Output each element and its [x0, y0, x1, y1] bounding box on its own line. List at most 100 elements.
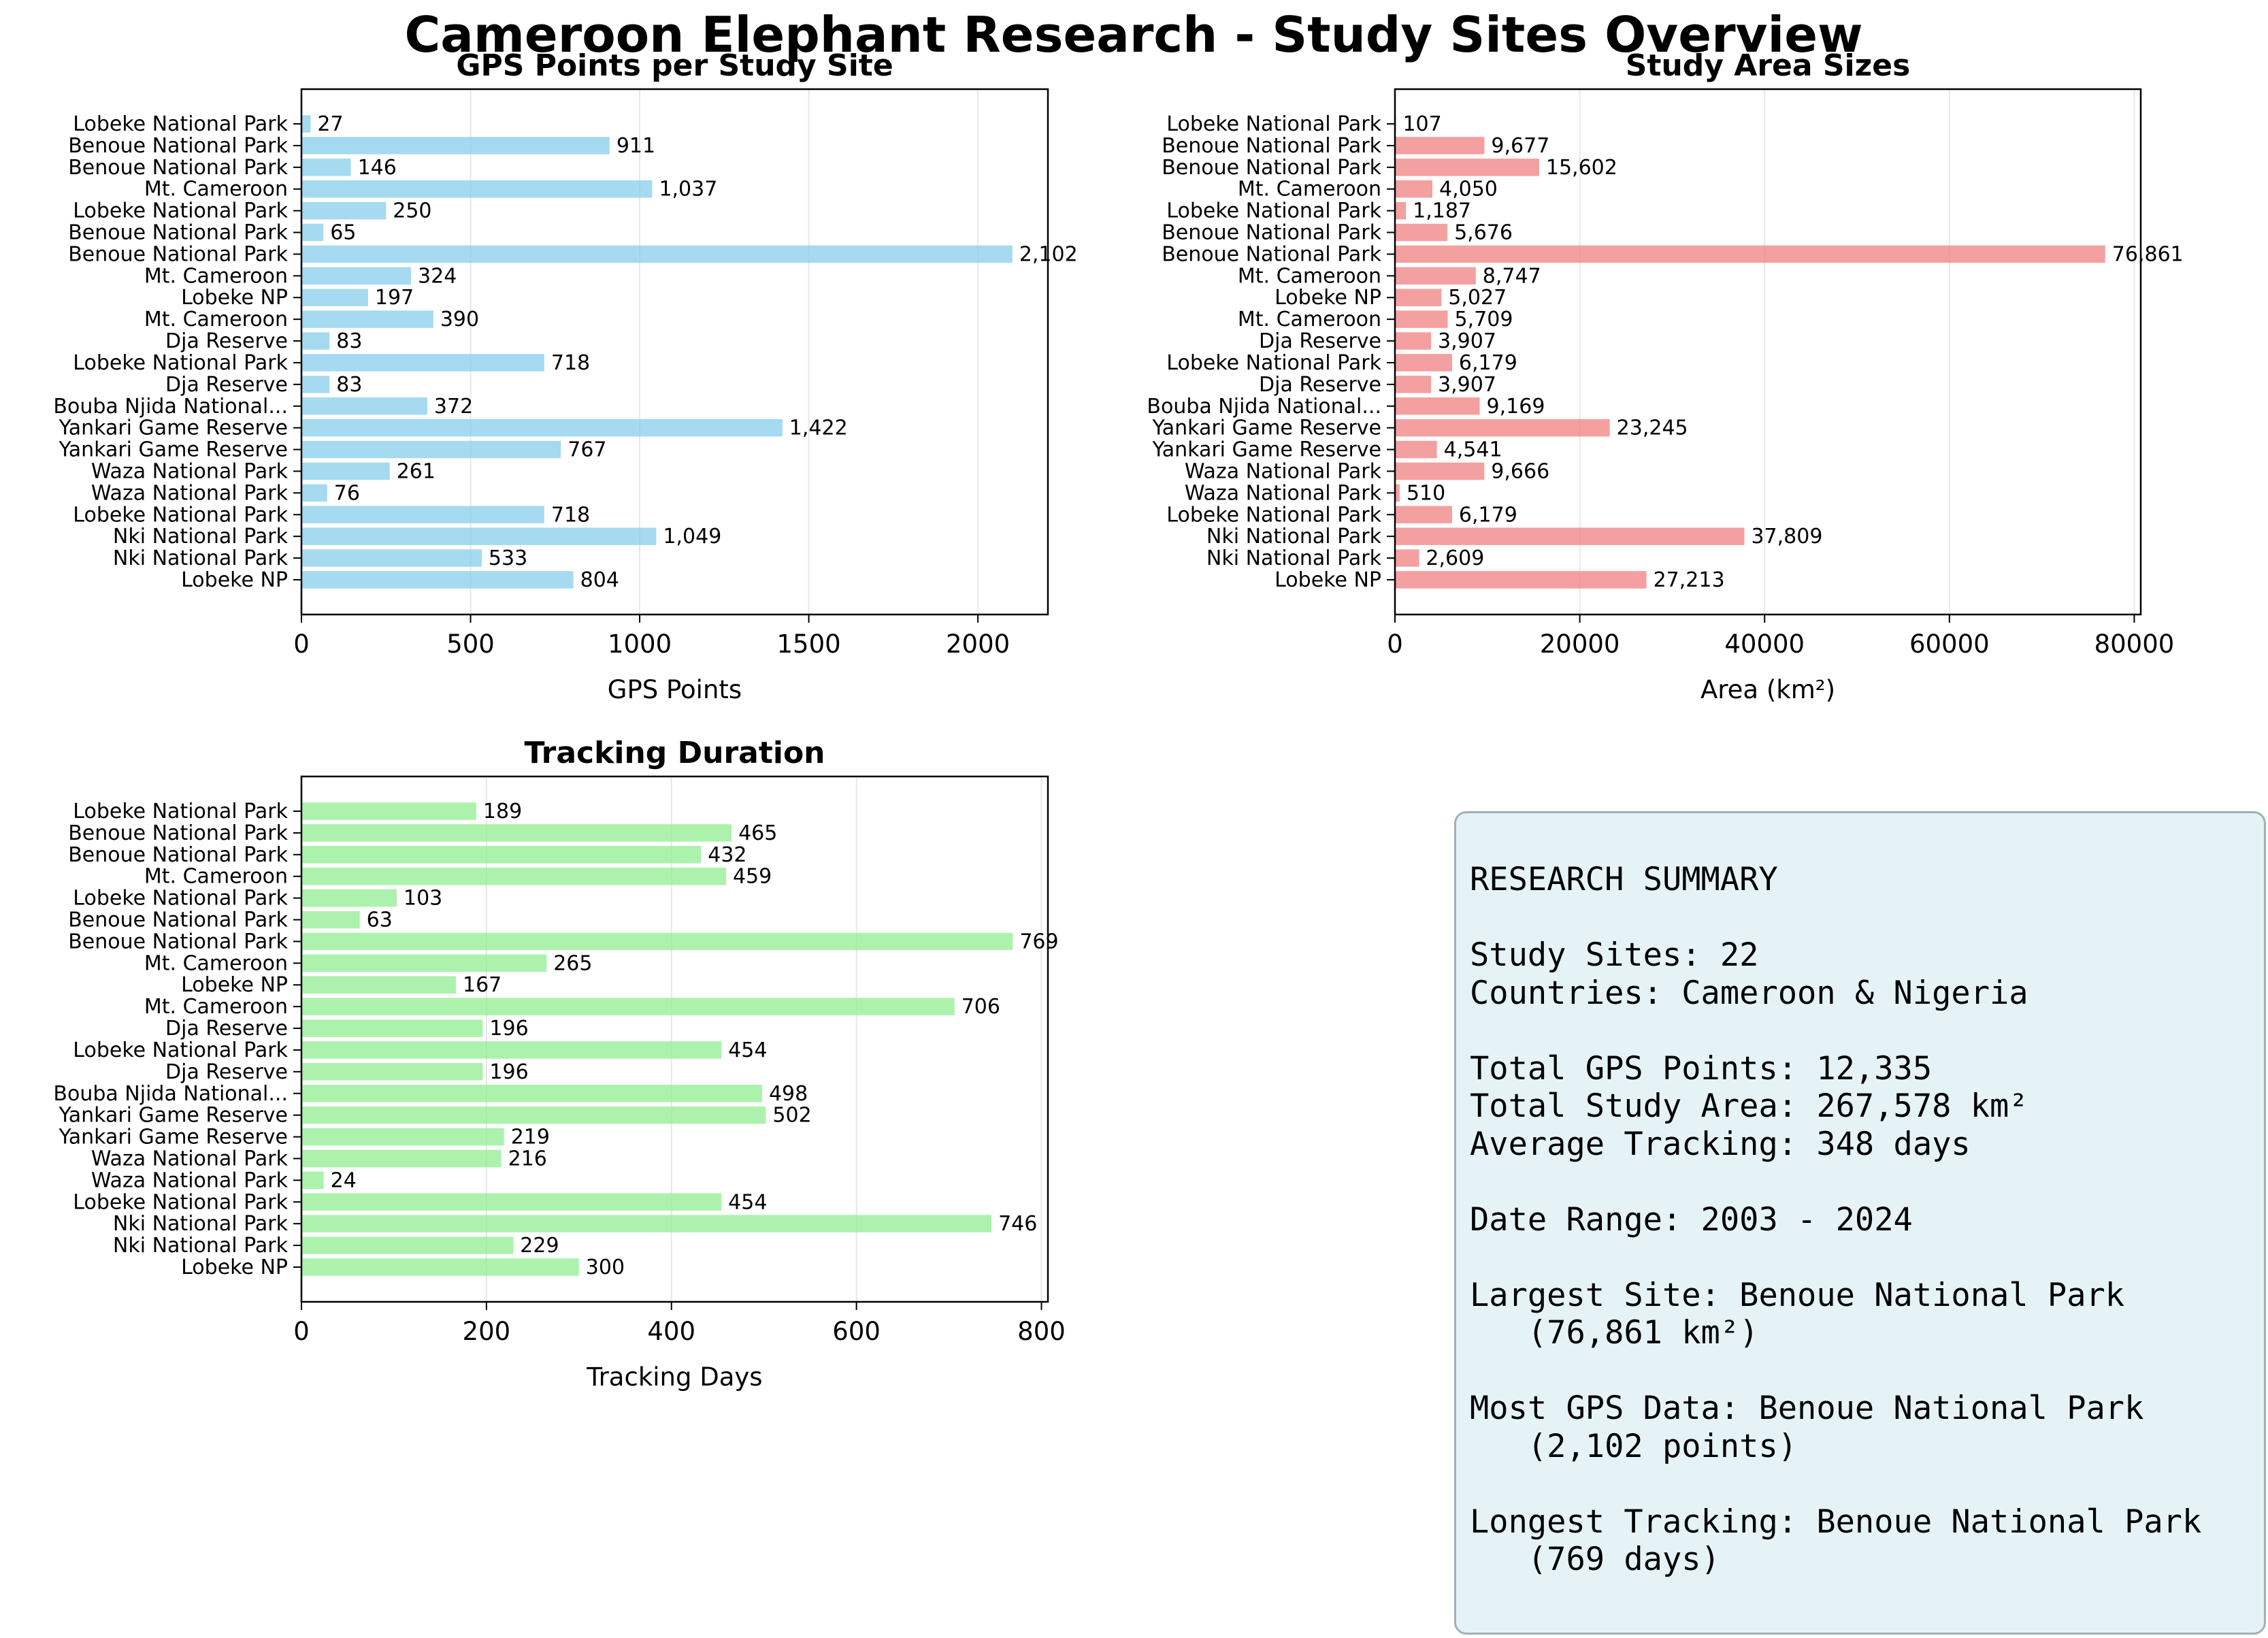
bar: [301, 527, 657, 545]
bar: [1395, 440, 1437, 459]
category-label: Benoue National Park: [1162, 156, 1381, 180]
category-label: Benoue National Park: [68, 908, 288, 932]
x-tick-label: 2000: [946, 629, 1010, 659]
category-label: Yankari Game Reserve: [1152, 438, 1381, 462]
bar-value-label: 9,169: [1487, 395, 1545, 419]
category-label: Bouba Njida National...: [1147, 395, 1381, 419]
bar: [301, 310, 433, 328]
bar-value-label: 189: [483, 800, 522, 823]
category-label: Yankari Game Reserve: [59, 438, 288, 462]
x-tick-label: 60000: [1909, 629, 1990, 659]
category-label: Mt. Cameroon: [144, 264, 288, 288]
bar-value-label: 324: [418, 264, 457, 288]
bar: [301, 223, 324, 242]
bar-value-label: 769: [1019, 930, 1058, 953]
bar-value-label: 76: [334, 481, 360, 505]
bar-value-label: 24: [331, 1168, 357, 1192]
bar-value-label: 107: [1402, 112, 1441, 136]
bar: [301, 419, 783, 437]
bar-value-label: 767: [568, 438, 606, 462]
category-label: Lobeke National Park: [1166, 112, 1381, 136]
x-axis-label: GPS Points: [608, 675, 742, 704]
category-label: Yankari Game Reserve: [59, 416, 288, 440]
x-tick-label: 80000: [2094, 629, 2175, 659]
category-label: Waza National Park: [91, 1147, 289, 1170]
category-label: Dja Reserve: [165, 373, 288, 397]
bar: [1395, 289, 1442, 307]
category-label: Benoue National Park: [68, 134, 288, 158]
x-axis-label: Tracking Days: [586, 1362, 762, 1392]
category-label: Benoue National Park: [68, 221, 288, 245]
plot-frame: [300, 775, 1049, 1303]
category-label: Yankari Game Reserve: [1152, 416, 1381, 440]
bar-value-label: 229: [520, 1234, 559, 1258]
bar: [1395, 245, 2105, 263]
bar-value-label: 4,541: [1444, 438, 1502, 462]
research-summary-box: RESEARCH SUMMARY Study Sites: 22 Countri…: [1454, 811, 2266, 1635]
bar: [301, 1215, 992, 1232]
category-label: Nki National Park: [113, 1234, 289, 1258]
bar: [301, 354, 544, 372]
bar-value-label: 167: [463, 973, 502, 997]
category-label: Bouba Njida National...: [53, 1082, 288, 1106]
category-label: Lobeke NP: [181, 1256, 288, 1279]
bar: [301, 440, 561, 459]
bar-value-label: 65: [330, 221, 356, 245]
bar-value-label: 459: [733, 865, 772, 889]
bar-value-label: 706: [962, 995, 1000, 1019]
bar-value-label: 83: [336, 329, 362, 353]
x-tick-label: 200: [463, 1317, 511, 1346]
bar: [301, 267, 412, 285]
bar-value-label: 2,609: [1426, 546, 1484, 570]
bar: [301, 911, 360, 929]
bar-value-label: 37,809: [1751, 525, 1822, 548]
x-tick-label: 1500: [776, 629, 840, 659]
category-label: Mt. Cameroon: [144, 865, 288, 889]
category-label: Benoue National Park: [68, 156, 288, 180]
bar-value-label: 718: [551, 351, 590, 375]
category-label: Lobeke National Park: [73, 1038, 288, 1062]
research-summary-text: RESEARCH SUMMARY Study Sites: 22 Countri…: [1470, 861, 2202, 1578]
bar: [1395, 462, 1485, 480]
bar: [301, 201, 387, 220]
bar: [301, 1171, 324, 1190]
category-label: Lobeke National Park: [73, 1190, 288, 1214]
category-label: Nki National Park: [1206, 525, 1382, 548]
bar-value-label: 3,907: [1438, 329, 1496, 353]
bar-value-label: 250: [393, 199, 431, 223]
bar-value-label: 6,179: [1459, 351, 1517, 375]
category-label: Lobeke National Park: [1166, 503, 1381, 527]
bar: [301, 245, 1013, 263]
bar: [301, 976, 457, 994]
bar-value-label: 6,179: [1459, 503, 1517, 527]
bar-value-label: 372: [434, 395, 473, 419]
bar-value-label: 103: [404, 887, 442, 911]
bar: [301, 376, 330, 393]
bar-value-label: 746: [998, 1212, 1037, 1236]
bar: [301, 867, 726, 885]
category-label: Mt. Cameroon: [1238, 178, 1381, 201]
category-label: Mt. Cameroon: [144, 178, 288, 201]
category-label: Lobeke NP: [181, 568, 288, 592]
bar-value-label: 219: [511, 1126, 550, 1149]
bar: [1395, 527, 1745, 545]
subplot-title: Study Area Sizes: [1626, 48, 1911, 83]
bar-value-label: 5,027: [1448, 286, 1507, 310]
bar-value-label: 5,676: [1454, 221, 1513, 245]
category-label: Lobeke NP: [1275, 568, 1381, 592]
plot-frame: [300, 88, 1049, 616]
bar-value-label: 1,037: [659, 178, 717, 201]
bar: [1395, 506, 1452, 524]
category-label: Lobeke NP: [181, 973, 288, 997]
bar: [1395, 571, 1647, 589]
bar-value-label: 454: [728, 1038, 767, 1062]
category-label: Lobeke National Park: [73, 112, 288, 136]
bar: [301, 1193, 722, 1211]
category-label: Dja Reserve: [1259, 329, 1381, 353]
chart-2: 107 Lobeke National Park 9,677 Benoue Natio…: [1147, 48, 2183, 704]
category-label: Benoue National Park: [68, 843, 288, 867]
bar: [1395, 397, 1480, 415]
x-tick-label: 600: [832, 1317, 881, 1346]
bar-value-label: 265: [553, 951, 592, 975]
bar-value-label: 261: [397, 459, 435, 483]
